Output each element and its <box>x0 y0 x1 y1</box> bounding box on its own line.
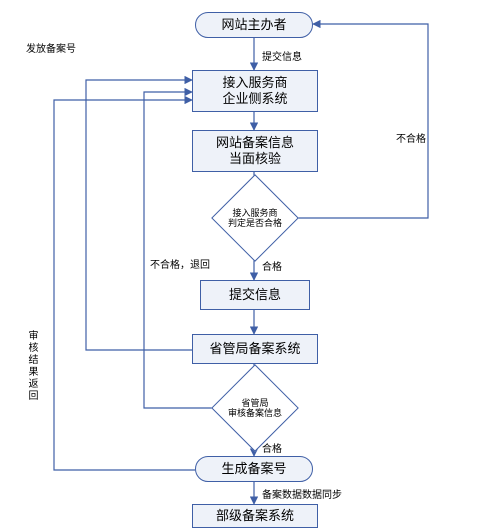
decision-label: 省管局 审核备案信息 <box>224 377 286 439</box>
edge-label: 审核结果返回 <box>24 330 39 402</box>
process-node: 接入服务商 企业侧系统 <box>192 70 318 112</box>
process-node: 部级备案系统 <box>192 504 318 528</box>
process-node: 省管局备案系统 <box>192 334 318 364</box>
edge <box>286 24 428 218</box>
decision-label: 接入服务商 判定是否合格 <box>224 187 286 249</box>
edge-label: 发放备案号 <box>26 40 76 55</box>
terminator-node: 网站主办者 <box>195 12 313 38</box>
edge <box>86 80 192 350</box>
flowchart-canvas: 网站主办者接入服务商 企业侧系统网站备案信息 当面核验接入服务商 判定是否合格提… <box>0 0 500 532</box>
edge <box>54 100 195 470</box>
edge-label: 合格 <box>262 440 282 455</box>
edge-label: 备案数据数据同步 <box>262 486 342 501</box>
decision-node: 接入服务商 判定是否合格 <box>224 187 286 249</box>
process-node: 网站备案信息 当面核验 <box>192 130 318 172</box>
edge-label: 不合格，退回 <box>150 256 210 271</box>
edge-label: 提交信息 <box>262 48 302 63</box>
terminator-node: 生成备案号 <box>195 456 313 482</box>
edge-label: 合格 <box>262 258 282 273</box>
decision-node: 省管局 审核备案信息 <box>224 377 286 439</box>
edge-label: 不合格 <box>396 130 426 145</box>
process-node: 提交信息 <box>200 280 310 310</box>
